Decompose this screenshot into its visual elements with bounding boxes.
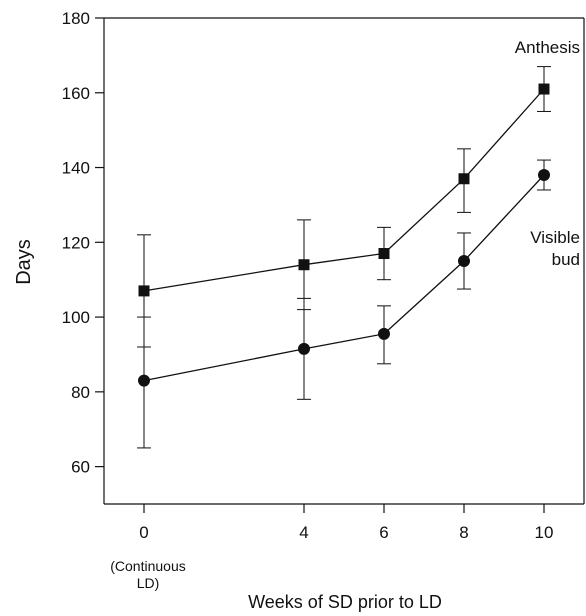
x-tick-label-6: 6 <box>379 523 388 542</box>
axes: 60 80 100 120 140 160 180 0 4 6 8 10 <box>62 9 585 542</box>
x-note-line-1: (Continuous <box>110 558 186 574</box>
y-tick-label-180: 180 <box>62 9 90 28</box>
point-anthesis-x6 <box>378 248 390 260</box>
error-bars <box>137 66 551 449</box>
y-tick-label-140: 140 <box>62 159 90 178</box>
series-line-anthesis <box>143 88 545 292</box>
series-label-visible-bud-line-2: bud <box>552 250 580 269</box>
point-anthesis-x0 <box>138 285 150 297</box>
series-line-visible-bud <box>143 174 545 382</box>
x-note-line-2: LD) <box>137 575 160 591</box>
point-anthesis-x8 <box>458 173 470 185</box>
series-label-visible-bud-line-1: Visible <box>530 228 580 247</box>
y-axis-title: Days <box>13 239 35 285</box>
data-markers <box>138 83 550 387</box>
point-visible-bud-x6 <box>378 327 390 340</box>
point-visible-bud-x8 <box>458 255 470 267</box>
x-tick-label-8: 8 <box>459 523 468 542</box>
y-tick-label-120: 120 <box>62 233 90 252</box>
y-tick-label-60: 60 <box>71 458 90 477</box>
point-visible-bud-x0 <box>138 374 150 387</box>
x-tick-label-4: 4 <box>299 523 308 542</box>
point-anthesis-x4 <box>298 259 310 271</box>
labels: Weeks of SD prior to LD Days (Continuous… <box>13 38 580 612</box>
series-label-anthesis: Anthesis <box>515 38 580 57</box>
y-tick-label-160: 160 <box>62 84 90 103</box>
series-lines <box>143 88 545 382</box>
x-tick-label-0: 0 <box>139 523 148 542</box>
point-anthesis-x10 <box>538 83 550 95</box>
y-tick-label-100: 100 <box>62 308 90 327</box>
y-tick-label-80: 80 <box>71 383 90 402</box>
point-visible-bud-x10 <box>538 169 550 182</box>
x-tick-label-10: 10 <box>535 523 554 542</box>
x-axis-title: Weeks of SD prior to LD <box>248 592 442 612</box>
point-visible-bud-x4 <box>298 342 310 355</box>
